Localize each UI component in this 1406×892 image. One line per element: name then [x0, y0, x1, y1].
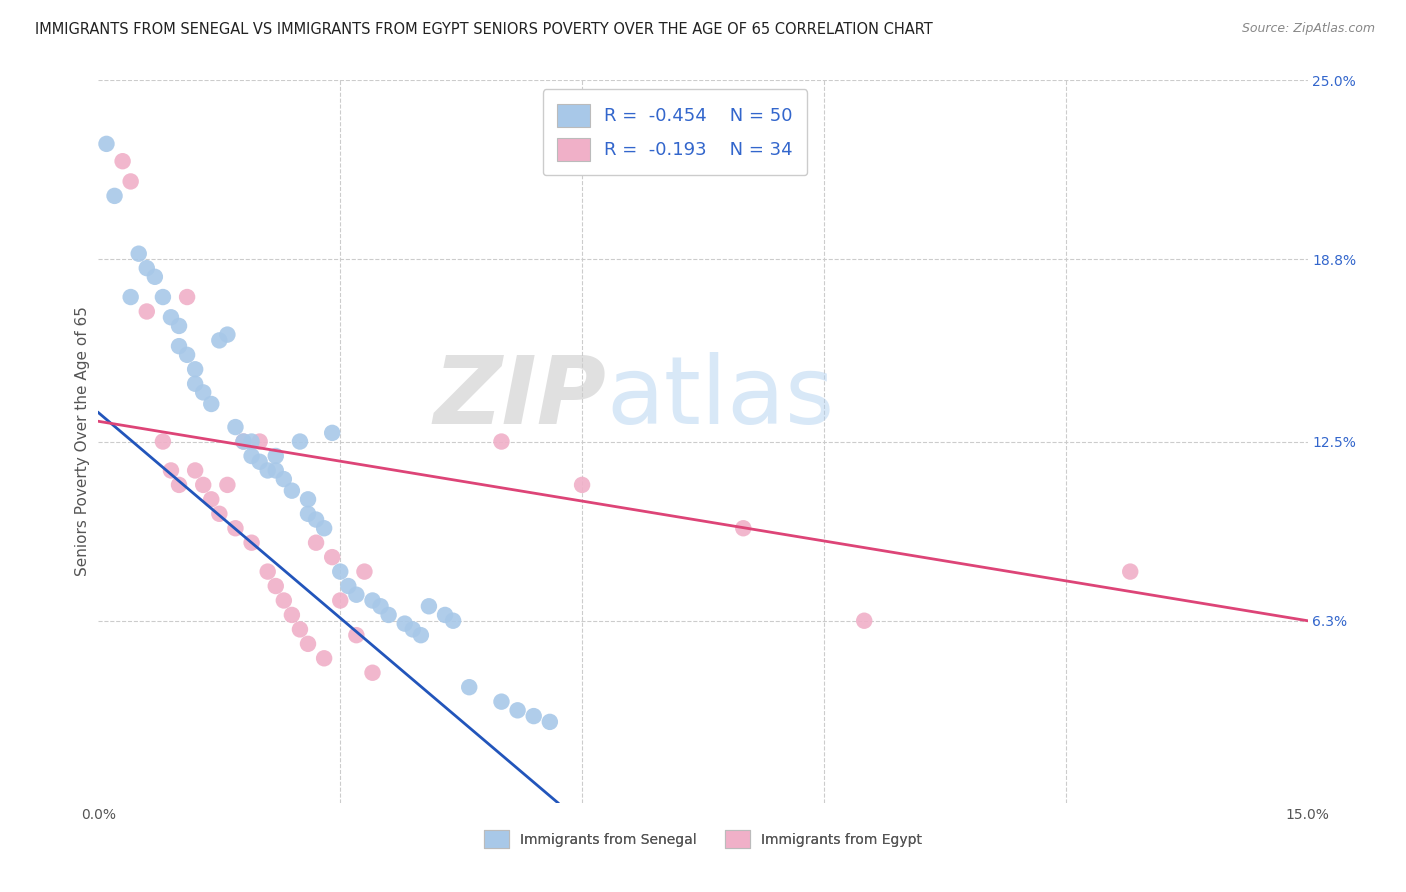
- Point: [160, 463, 183, 477]
- Point: [361, 593, 384, 607]
- Point: [152, 290, 174, 304]
- Point: [1119, 565, 1142, 579]
- Point: [491, 434, 513, 449]
- Text: IMMIGRANTS FROM SENEGAL VS IMMIGRANTS FROM EGYPT SENIORS POVERTY OVER THE AGE OF: IMMIGRANTS FROM SENEGAL VS IMMIGRANTS FR…: [35, 22, 934, 37]
- Point: [249, 434, 271, 449]
- Point: [394, 616, 416, 631]
- Point: [184, 362, 207, 376]
- Point: [264, 449, 287, 463]
- Point: [184, 376, 207, 391]
- Point: [217, 478, 239, 492]
- Legend: Immigrants from Senegal, Immigrants from Egypt: Immigrants from Senegal, Immigrants from…: [478, 825, 928, 854]
- Point: [377, 607, 399, 622]
- Point: [344, 628, 367, 642]
- Point: [344, 588, 367, 602]
- Point: [200, 492, 222, 507]
- Point: [305, 512, 328, 526]
- Point: [152, 434, 174, 449]
- Text: ZIP: ZIP: [433, 352, 606, 444]
- Point: [353, 565, 375, 579]
- Point: [314, 651, 336, 665]
- Point: [264, 579, 287, 593]
- Point: [305, 535, 328, 549]
- Point: [249, 455, 271, 469]
- Point: [733, 521, 755, 535]
- Point: [184, 463, 207, 477]
- Point: [256, 463, 278, 477]
- Point: [523, 709, 546, 723]
- Point: [193, 385, 215, 400]
- Point: [167, 318, 190, 333]
- Point: [111, 154, 134, 169]
- Point: [143, 269, 166, 284]
- Point: [135, 261, 157, 276]
- Point: [240, 535, 263, 549]
- Point: [103, 189, 125, 203]
- Point: [176, 290, 198, 304]
- Point: [167, 339, 190, 353]
- Point: [297, 492, 319, 507]
- Point: [200, 397, 222, 411]
- Point: [337, 579, 360, 593]
- Point: [458, 680, 481, 694]
- Point: [224, 521, 246, 535]
- Point: [314, 521, 336, 535]
- Point: [361, 665, 384, 680]
- Point: [297, 507, 319, 521]
- Point: [441, 614, 464, 628]
- Text: Source: ZipAtlas.com: Source: ZipAtlas.com: [1241, 22, 1375, 36]
- Point: [193, 478, 215, 492]
- Point: [418, 599, 440, 614]
- Point: [96, 136, 118, 151]
- Text: atlas: atlas: [606, 352, 835, 444]
- Point: [167, 478, 190, 492]
- Point: [264, 463, 287, 477]
- Point: [329, 565, 352, 579]
- Point: [120, 174, 142, 188]
- Point: [853, 614, 876, 628]
- Point: [176, 348, 198, 362]
- Point: [160, 310, 183, 325]
- Point: [321, 425, 343, 440]
- Point: [208, 507, 231, 521]
- Point: [288, 434, 311, 449]
- Point: [208, 334, 231, 348]
- Point: [370, 599, 392, 614]
- Point: [409, 628, 432, 642]
- Point: [256, 565, 278, 579]
- Point: [571, 478, 593, 492]
- Point: [273, 593, 295, 607]
- Point: [217, 327, 239, 342]
- Point: [240, 434, 263, 449]
- Point: [273, 472, 295, 486]
- Point: [402, 623, 425, 637]
- Point: [321, 550, 343, 565]
- Point: [240, 449, 263, 463]
- Point: [297, 637, 319, 651]
- Point: [232, 434, 254, 449]
- Point: [281, 607, 304, 622]
- Point: [288, 623, 311, 637]
- Point: [135, 304, 157, 318]
- Point: [434, 607, 457, 622]
- Y-axis label: Seniors Poverty Over the Age of 65: Seniors Poverty Over the Age of 65: [75, 307, 90, 576]
- Point: [281, 483, 304, 498]
- Point: [491, 695, 513, 709]
- Point: [128, 246, 150, 260]
- Point: [232, 434, 254, 449]
- Point: [506, 703, 529, 717]
- Point: [224, 420, 246, 434]
- Point: [120, 290, 142, 304]
- Point: [329, 593, 352, 607]
- Point: [538, 714, 561, 729]
